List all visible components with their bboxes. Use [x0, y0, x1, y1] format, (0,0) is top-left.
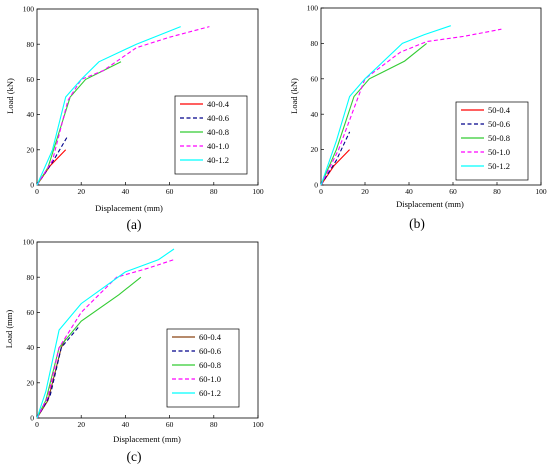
y-tick-label: 0: [314, 181, 318, 190]
y-tick-label: 60: [27, 75, 35, 84]
y-tick-label: 80: [311, 39, 319, 48]
y-tick-label: 80: [27, 40, 35, 49]
x-tick-label: 20: [361, 187, 369, 196]
x-tick-label: 60: [449, 187, 457, 196]
panel-label: (a): [127, 217, 142, 232]
legend-box: [166, 328, 240, 408]
y-tick-label: 100: [23, 238, 35, 247]
x-tick-label: 20: [77, 420, 85, 429]
x-tick-label: 40: [122, 420, 130, 429]
legend-label: 50-1.0: [488, 147, 510, 157]
x-axis-label: Displacement (mm): [113, 434, 181, 444]
x-tick-label: 0: [35, 187, 39, 196]
chart-panel-c: 0 20 40 60 80 100 0 20 40 60 80 100 Displacement (mm…: [4, 238, 264, 464]
y-tick-label: 0: [30, 181, 34, 190]
x-tick-label: 20: [77, 187, 85, 196]
legend-label: 60-0.4: [199, 332, 222, 342]
x-tick-label: 60: [166, 187, 174, 196]
legend-label: 40-1.2: [207, 155, 229, 165]
x-tick-label: 40: [405, 187, 413, 196]
x-tick-label: 80: [493, 187, 501, 196]
y-tick-label: 100: [307, 4, 319, 13]
legend-box: [455, 101, 529, 181]
chart-panel-b: 0 20 40 60 80 100 0 20 40 60 80 100 Displacement (mm…: [289, 4, 547, 231]
series-line-60-0.6: [36, 326, 80, 419]
plot-frame: [36, 8, 259, 186]
series-line-60-1.0: [36, 259, 175, 419]
x-tick-label: 100: [252, 420, 264, 429]
x-tick-label: 80: [210, 420, 218, 429]
plot-frame: [320, 7, 542, 186]
legend-label: 60-0.6: [199, 346, 221, 356]
plot-frame: [36, 241, 259, 419]
y-axis-label: Load (mm): [4, 310, 14, 349]
y-tick-label: 60: [27, 308, 35, 317]
legend-label: 40-0.8: [207, 127, 229, 137]
legend-label: 50-0.4: [488, 105, 511, 115]
legend-label: 60-1.0: [199, 374, 221, 384]
series-line-50-1.0: [320, 28, 502, 186]
legend-label: 50-0.8: [488, 133, 510, 143]
x-axis-label: Displacement (mm): [95, 203, 163, 213]
y-axis-label: Load (kN): [5, 78, 15, 114]
y-tick-label: 40: [27, 343, 35, 352]
panel-label: (c): [127, 449, 142, 464]
series-line-40-0.8: [36, 61, 122, 186]
y-tick-label: 100: [23, 5, 35, 14]
x-tick-label: 60: [166, 420, 174, 429]
x-tick-label: 0: [319, 187, 323, 196]
y-axis-label: Load (kN): [289, 78, 299, 114]
y-tick-label: 40: [27, 110, 35, 119]
x-tick-label: 80: [210, 187, 218, 196]
series-line-50-0.8: [320, 42, 427, 186]
y-tick-label: 20: [311, 145, 319, 154]
y-tick-label: 0: [30, 414, 34, 423]
series-line-50-0.4: [320, 149, 350, 186]
legend-label: 60-0.8: [199, 360, 221, 370]
legend-label: 50-0.6: [488, 119, 510, 129]
legend-label: 40-0.6: [207, 113, 229, 123]
series-line-40-1.0: [36, 26, 210, 186]
legend-label: 50-1.2: [488, 161, 510, 171]
x-tick-label: 0: [35, 420, 39, 429]
x-tick-label: 100: [535, 187, 547, 196]
series-line-60-1.2: [36, 248, 175, 419]
x-tick-label: 100: [252, 187, 264, 196]
legend-label: 60-1.2: [199, 388, 221, 398]
chart-panel-a: 0 20 40 60 80 100 0 20 40 60 80 100 Displacement (mm…: [5, 5, 264, 232]
legend-label: 40-0.4: [207, 99, 230, 109]
legend-box: [174, 95, 248, 175]
y-tick-label: 20: [27, 378, 35, 387]
legend-label: 40-1.0: [207, 141, 229, 151]
y-tick-label: 60: [311, 74, 319, 83]
series-line-50-1.2: [320, 25, 451, 186]
series-line-50-0.6: [320, 131, 351, 186]
y-tick-label: 80: [27, 273, 35, 282]
series-line-40-1.2: [36, 26, 181, 186]
x-axis-label: Displacement (mm): [396, 199, 464, 209]
y-tick-label: 40: [311, 110, 319, 119]
x-tick-label: 40: [122, 187, 130, 196]
panel-label: (b): [409, 216, 425, 231]
y-tick-label: 20: [27, 145, 35, 154]
